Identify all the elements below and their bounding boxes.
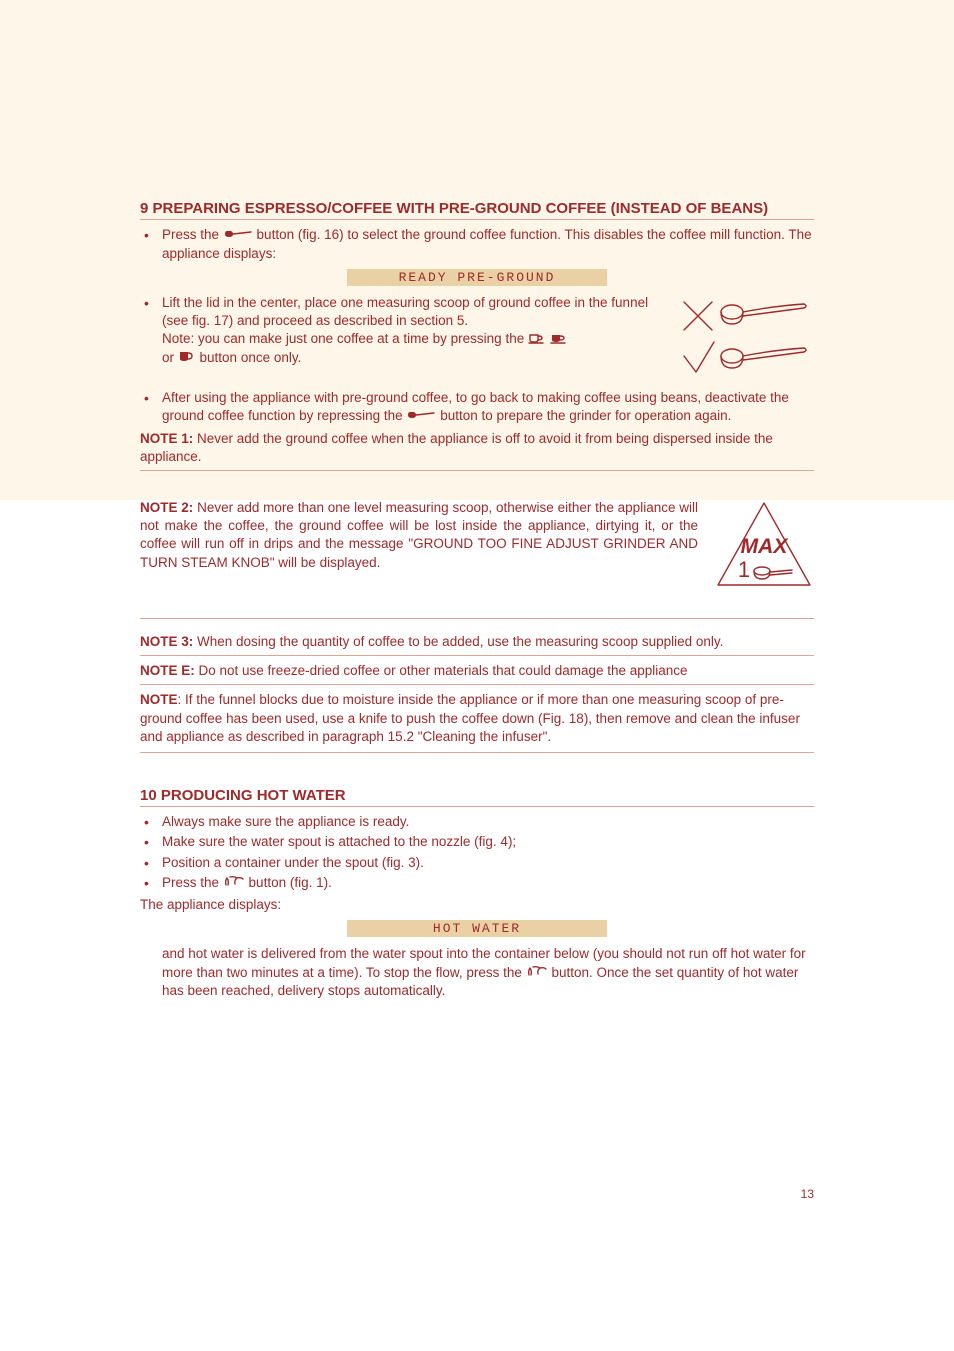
- text: Always make sure the appliance is ready.: [162, 814, 409, 829]
- text: Position a container under the spout (fi…: [162, 855, 424, 870]
- hotwater-icon: [526, 964, 548, 982]
- section-9-bullets-mid: Lift the lid in the center, place one me…: [140, 294, 658, 368]
- note-lead: NOTE 2:: [140, 500, 193, 515]
- list-item: Press the button (fig. 1).: [162, 874, 814, 893]
- note-funnel: NOTE: If the funnel blocks due to moistu…: [140, 691, 814, 753]
- one-label: 1: [738, 557, 750, 582]
- text: Make sure the water spout is attached to…: [162, 834, 516, 849]
- large-cup-icon: [550, 331, 568, 349]
- page: 9 PREPARING ESPRESSO/COFFEE WITH PRE-GRO…: [0, 0, 954, 1351]
- max-warning-figure: MAX 1: [714, 499, 814, 596]
- lcd-display: HOT WATER: [347, 920, 607, 937]
- section-10-title: 10 PRODUCING HOT WATER: [140, 787, 814, 807]
- text: button once only.: [200, 350, 302, 365]
- after-bullets-text: The appliance displays:: [140, 896, 814, 914]
- note-text: Do not use freeze-dried coffee or other …: [195, 663, 688, 678]
- hotwater-icon: [223, 874, 245, 892]
- list-item: Always make sure the appliance is ready.: [162, 813, 814, 831]
- section-9-title: 9 PREPARING ESPRESSO/COFFEE WITH PRE-GRO…: [140, 200, 814, 220]
- note-lead: NOTE 1:: [140, 431, 193, 446]
- note-lead: NOTE E:: [140, 663, 195, 678]
- text: Note: you can make just one coffee at a …: [162, 331, 528, 346]
- list-item: Lift the lid in the center, place one me…: [162, 294, 658, 368]
- lcd-display: READY PRE-GROUND: [347, 269, 607, 286]
- list-item: After using the appliance with pre-groun…: [162, 389, 814, 426]
- note-text: Never add the ground coffee when the app…: [140, 431, 773, 464]
- row-bullet2-with-figures: Lift the lid in the center, place one me…: [140, 294, 814, 389]
- list-item: Press the button (fig. 16) to select the…: [162, 226, 814, 263]
- text: Press the: [162, 875, 223, 890]
- note-lead: NOTE 3:: [140, 634, 193, 649]
- scoop-icon: [406, 407, 436, 425]
- note-text: : If the funnel blocks due to moisture i…: [140, 692, 800, 743]
- note-text: When dosing the quantity of coffee to be…: [193, 634, 723, 649]
- list-item: Position a container under the spout (fi…: [162, 854, 814, 872]
- note-lead: NOTE: [140, 692, 178, 707]
- text: button (fig. 16) to select the ground co…: [162, 227, 812, 261]
- section-9-bullets-bottom: After using the appliance with pre-groun…: [140, 389, 814, 426]
- scoop-figures: [674, 294, 814, 389]
- page-content: 9 PREPARING ESPRESSO/COFFEE WITH PRE-GRO…: [140, 200, 814, 1000]
- text: Lift the lid in the center, place one me…: [162, 295, 648, 328]
- text: button to prepare the grinder for operat…: [440, 408, 731, 423]
- max-label: MAX: [741, 535, 790, 558]
- note-1: NOTE 1: Never add the ground coffee when…: [140, 430, 814, 471]
- text: button (fig. 1).: [249, 875, 332, 890]
- text: Press the: [162, 227, 223, 242]
- section-10-tail: and hot water is delivered from the wate…: [140, 945, 814, 1000]
- note-e: NOTE E: Do not use freeze-dried coffee o…: [140, 662, 814, 685]
- list-item: Make sure the water spout is attached to…: [162, 833, 814, 851]
- page-number: 13: [801, 1187, 814, 1201]
- section-10-bullets: Always make sure the appliance is ready.…: [140, 813, 814, 892]
- note-2-row: NOTE 2: Never add more than one level me…: [140, 499, 814, 619]
- scoop-icon: [223, 226, 253, 244]
- mug-icon: [178, 349, 196, 367]
- small-cup-icon: [528, 331, 546, 349]
- section-9-bullets-top: Press the button (fig. 16) to select the…: [140, 226, 814, 263]
- text: or: [162, 350, 178, 365]
- note-3: NOTE 3: When dosing the quantity of coff…: [140, 633, 814, 656]
- note-text: Never add more than one level measuring …: [140, 500, 698, 570]
